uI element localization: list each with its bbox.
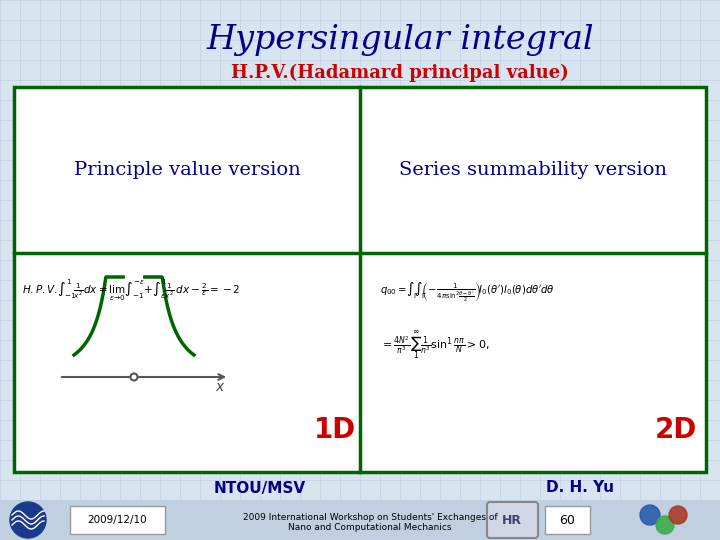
Text: Principle value version: Principle value version: [73, 161, 300, 179]
Text: Series summability version: Series summability version: [399, 161, 667, 179]
Text: D. H. Yu: D. H. Yu: [546, 481, 614, 496]
Text: Nano and Computational Mechanics: Nano and Computational Mechanics: [288, 523, 451, 531]
Text: 2009/12/10: 2009/12/10: [87, 515, 147, 525]
Bar: [14, 87, 706, 472]
Text: 60: 60: [559, 514, 575, 526]
Circle shape: [656, 516, 674, 534]
Circle shape: [10, 502, 46, 538]
Text: H.P.V.(Hadamard principal value): H.P.V.(Hadamard principal value): [231, 64, 569, 82]
Bar: [0, 500, 720, 540]
Text: NTOU/MSV: NTOU/MSV: [214, 481, 306, 496]
Text: $=\frac{4N^2}{\pi^3}\sum_{1}^{\infty}\frac{1}{n^3}\sin^1\frac{n\pi}{N}>0,$: $=\frac{4N^2}{\pi^3}\sum_{1}^{\infty}\fr…: [380, 328, 490, 361]
Circle shape: [640, 505, 660, 525]
Text: x: x: [215, 380, 223, 394]
Text: $q_{00}=\!\int_{\Gamma}\!\!\int_{\Gamma}\!\!\left(\!-\!\frac{1}{4\pi\sin^2\!\fra: $q_{00}=\!\int_{\Gamma}\!\!\int_{\Gamma}…: [380, 281, 554, 304]
Circle shape: [130, 374, 138, 381]
Text: HR: HR: [502, 514, 522, 526]
Text: 2009 International Workshop on Students' Exchanges of: 2009 International Workshop on Students'…: [243, 512, 498, 522]
Bar: [70, 506, 165, 534]
Circle shape: [669, 506, 687, 524]
Text: 2D: 2D: [654, 416, 697, 444]
Text: Hypersingular integral: Hypersingular integral: [206, 24, 594, 56]
Bar: [545, 506, 590, 534]
Text: 1D: 1D: [314, 416, 356, 444]
FancyBboxPatch shape: [487, 502, 538, 538]
Text: $H.P.V.\!\int_{-1}^{1}\!\frac{1}{x^2}dx = \lim_{\varepsilon\to 0}\int_{-1}^{-\va: $H.P.V.\!\int_{-1}^{1}\!\frac{1}{x^2}dx …: [22, 278, 240, 303]
